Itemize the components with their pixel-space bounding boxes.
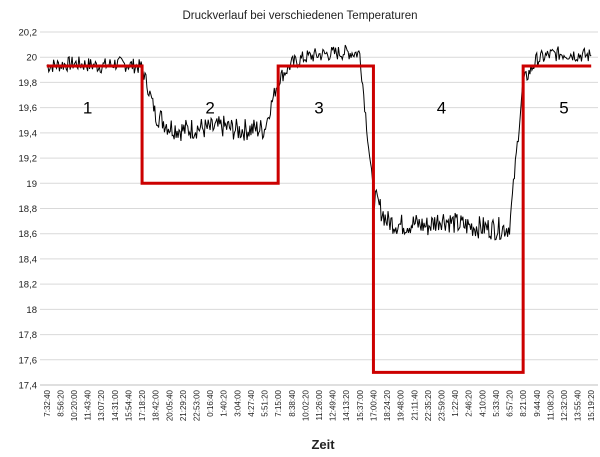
y-tick-label: 18,2 [19,280,38,291]
x-tick-label: 17:00:40 [369,389,378,421]
y-tick-label: 17,4 [19,381,38,392]
grid [40,31,598,386]
x-tick-label: 8:38:40 [288,389,297,416]
y-tick-label: 18,4 [19,254,38,265]
x-tick-label: 6:57:20 [506,389,515,416]
x-tick-label: 9:44:40 [533,389,542,416]
x-tick-label: 10:02:20 [301,389,310,421]
x-tick-label: 15:54:40 [124,389,133,421]
chart-title: Druckverlauf bei verschiedenen Temperatu… [182,10,417,22]
segment-labels: 1 2 3 4 5 [83,99,569,118]
x-tick-label: 15:37:00 [356,389,365,421]
y-tick-label: 20,2 [19,28,38,39]
plot-area [46,44,592,374]
x-tick-label: 13:55:40 [574,389,583,421]
y-tick-label: 19,4 [19,128,38,139]
y-tick-label: 17,8 [19,330,38,341]
x-tick-label: 1:40:20 [220,389,229,416]
y-tick-label: 18,8 [19,204,38,215]
x-tick-label: 17:18:20 [138,389,147,421]
y-axis: 17,4 17,6 17,8 18 18,2 18,4 18,6 18,8 19 19,2 19,4… [19,28,38,392]
x-tick-label: 8:56:20 [56,389,65,416]
x-tick-label: 22:35:20 [424,389,433,421]
x-tick-label: 1:22:40 [451,389,460,416]
y-tick-label: 19 [26,179,37,190]
x-tick-label: 18:24:20 [383,389,392,421]
x-tick-label: 23:59:00 [437,389,446,421]
segment-label: 4 [437,99,446,118]
x-tick-label: 5:33:40 [492,389,501,416]
x-tick-label: 8:21:00 [519,389,528,416]
y-tick-label: 19,2 [19,154,38,165]
x-tick-label: 12:49:40 [329,389,338,421]
x-axis: 7:32:40 8:56:20 10:20:00 11:43:40 13:07:20 14… [40,384,598,421]
x-tick-label: 11:26:00 [315,389,324,420]
x-tick-label: 4:27:40 [247,389,256,416]
x-tick-label: 14:13:20 [342,389,351,421]
series-reference [46,64,592,374]
x-tick-label: 3:04:00 [233,389,242,416]
x-tick-label: 21:11:40 [410,389,419,420]
y-tick-label: 19,6 [19,103,38,114]
x-tick-label: 12:32:00 [560,389,569,421]
x-tick-label: 7:32:40 [43,389,52,416]
segment-label: 5 [559,99,568,118]
x-tick-label: 15:19:20 [587,389,596,421]
x-tick-label: 18:42:00 [152,389,161,421]
x-axis-label: Zeit [311,437,335,452]
x-tick-label: 2:46:20 [465,389,474,416]
x-tick-label: 10:20:00 [70,389,79,421]
x-tick-label: 5:51:20 [261,389,270,416]
y-tick-label: 17,6 [19,355,38,366]
segment-label: 1 [83,99,92,118]
y-tick-label: 18 [26,305,37,316]
segment-label: 2 [205,99,214,118]
x-tick-label: 7:15:00 [274,389,283,416]
segment-label: 3 [314,99,323,118]
x-tick-label: 11:43:40 [84,389,93,420]
x-tick-label: 19:48:00 [397,389,406,421]
x-tick-label: 4:10:00 [478,389,487,416]
x-tick-label: 13:07:20 [97,389,106,421]
y-tick-label: 18,6 [19,229,38,240]
x-tick-label: 11:08:20 [546,389,555,420]
y-tick-label: 20 [26,53,37,64]
x-tick-label: 0:16:40 [206,389,215,416]
series-measured-pressure [46,44,592,241]
x-tick-label: 21:29:20 [179,389,188,421]
x-tick-label: 22:53:00 [193,389,202,421]
y-tick-label: 19,8 [19,78,38,89]
x-tick-label: 20:05:40 [165,389,174,421]
x-tick-label: 14:31:00 [111,389,120,421]
